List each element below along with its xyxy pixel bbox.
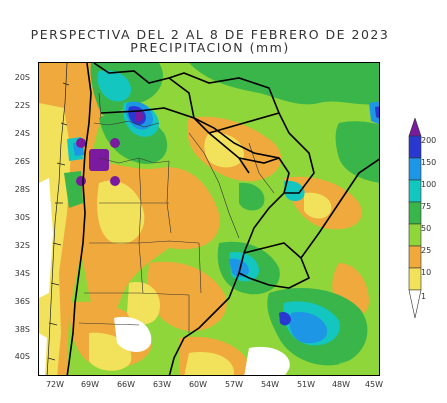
legend-level: 200 — [421, 136, 437, 145]
legend-level: 150 — [421, 158, 437, 167]
legend-level: 75 — [421, 202, 432, 211]
color-bar — [408, 118, 422, 319]
precipitation-map — [38, 62, 380, 376]
lon-tick: 51W — [296, 380, 316, 389]
lat-tick: 32S — [14, 241, 30, 250]
lon-tick: 48W — [331, 380, 351, 389]
field-ocean-edge — [339, 353, 379, 375]
precipitation-field — [39, 63, 379, 375]
lat-tick: 20S — [14, 73, 30, 82]
coastline — [46, 63, 70, 375]
lon-tick: 66W — [116, 380, 136, 389]
color-bar-segment — [408, 157, 422, 181]
color-bar-segment — [408, 223, 422, 247]
lat-tick: 38S — [14, 325, 30, 334]
color-bar-segment — [408, 135, 422, 159]
color-bar-top-arrow — [408, 118, 422, 137]
lon-tick: 69W — [80, 380, 100, 389]
lat-tick: 26S — [14, 157, 30, 166]
map-title: PERSPECTIVA DEL 2 AL 8 DE FEBRERO DE 202… — [30, 27, 390, 42]
country-borders — [66, 63, 379, 375]
legend-level: 100 — [421, 180, 437, 189]
lon-tick: 54W — [260, 380, 280, 389]
lat-tick: 22S — [14, 101, 30, 110]
lon-tick: 60W — [188, 380, 208, 389]
field-1-10 — [39, 103, 332, 375]
lon-tick: 63W — [152, 380, 172, 389]
lon-tick: 57W — [224, 380, 244, 389]
lon-tick: 72W — [45, 380, 65, 389]
legend-level: 50 — [421, 224, 432, 233]
lat-tick: 40S — [14, 352, 30, 361]
lat-tick: 30S — [14, 213, 30, 222]
lat-tick: 28S — [14, 185, 30, 194]
color-bar-segment — [408, 179, 422, 203]
legend-level: 25 — [421, 246, 432, 255]
color-bar-bottom-arrow — [408, 289, 422, 319]
legend-level: 1 — [421, 292, 427, 301]
lat-tick: 24S — [14, 129, 30, 138]
color-bar-segment — [408, 267, 422, 291]
color-bar-segment — [408, 245, 422, 269]
lon-tick: 45W — [364, 380, 384, 389]
legend-level: 10 — [421, 268, 432, 277]
lat-tick: 36S — [14, 297, 30, 306]
lat-tick: 34S — [14, 269, 30, 278]
color-bar-segment — [408, 201, 422, 225]
province-borders — [78, 92, 275, 333]
field-below-1 — [39, 178, 290, 375]
map-subtitle: PRECIPITACION (mm) — [130, 40, 290, 55]
